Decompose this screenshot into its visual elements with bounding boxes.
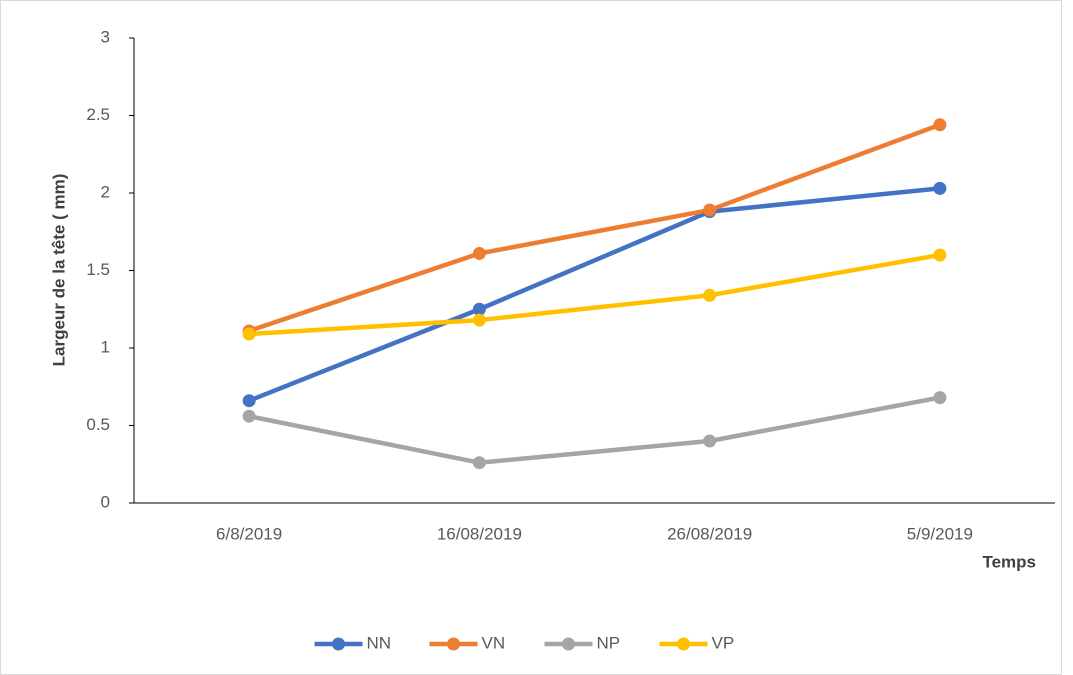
series-marker: [933, 248, 947, 262]
legend-marker: [562, 637, 575, 651]
y-tick-label: 0.5: [86, 415, 110, 434]
y-tick-label: 1.5: [86, 260, 110, 279]
series-marker: [933, 181, 947, 195]
y-tick-label: 3: [101, 27, 110, 46]
series-marker: [703, 203, 717, 217]
series-marker: [242, 327, 256, 341]
series-marker: [703, 434, 717, 448]
y-axis-label: Largeur de la tête ( mm): [49, 174, 68, 367]
series-marker: [242, 394, 256, 408]
series-marker: [703, 288, 717, 302]
legend-label: NN: [367, 633, 392, 652]
y-tick-label: 2: [101, 182, 110, 201]
legend-marker: [332, 637, 345, 651]
x-tick-label: 16/08/2019: [437, 524, 522, 543]
series-marker: [472, 302, 486, 316]
legend-label: NP: [597, 633, 621, 652]
y-tick-label: 2.5: [86, 105, 110, 124]
legend-marker: [447, 637, 460, 651]
series-line: [248, 395, 941, 465]
series-marker: [472, 313, 486, 327]
series-line: [248, 186, 941, 403]
series-marker: [242, 409, 256, 423]
x-tick-label: 6/8/2019: [216, 524, 282, 543]
x-tick-label: 26/08/2019: [667, 524, 752, 543]
legend-label: VN: [482, 633, 506, 652]
y-tick-label: 1: [101, 337, 110, 356]
legend-label: VP: [712, 633, 735, 652]
y-tick-label: 0: [101, 492, 110, 511]
series-marker: [472, 456, 486, 470]
series-line: [248, 122, 941, 334]
x-axis-label: Temps: [982, 552, 1036, 571]
series-marker: [933, 391, 947, 405]
x-tick-label: 5/9/2019: [907, 524, 973, 543]
series-marker: [472, 246, 486, 260]
series-marker: [933, 118, 947, 132]
legend-marker: [677, 637, 690, 651]
series-line: [248, 252, 941, 337]
